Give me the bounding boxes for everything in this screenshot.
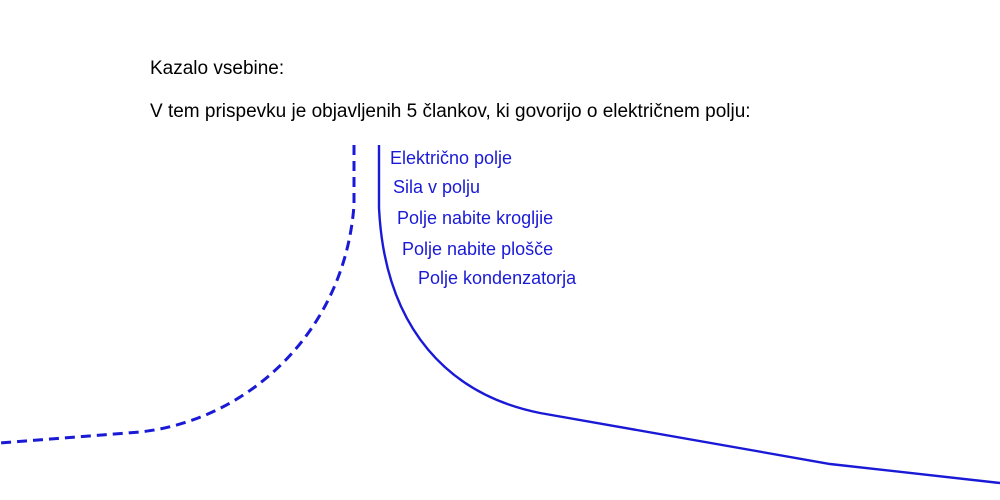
toc-link-polje-nabite-plosce[interactable]: Polje nabite plošče <box>402 239 554 259</box>
toc-link-polje-kondenzatorja[interactable]: Polje kondenzatorja <box>418 268 577 288</box>
toc-link-polje-nabite-kroglje[interactable]: Polje nabite krogljie <box>397 208 554 228</box>
solid-field-line <box>377 145 1000 485</box>
intro-text: V tem prispevku je objavljenih 5 člankov… <box>150 101 751 122</box>
toc-heading: Kazalo vsebine: <box>150 58 285 79</box>
toc-link-elektricno-polje[interactable]: Električno polje <box>390 148 513 168</box>
dashed-field-line <box>0 145 356 445</box>
toc-link-sila-v-polju[interactable]: Sila v polju <box>393 177 481 197</box>
